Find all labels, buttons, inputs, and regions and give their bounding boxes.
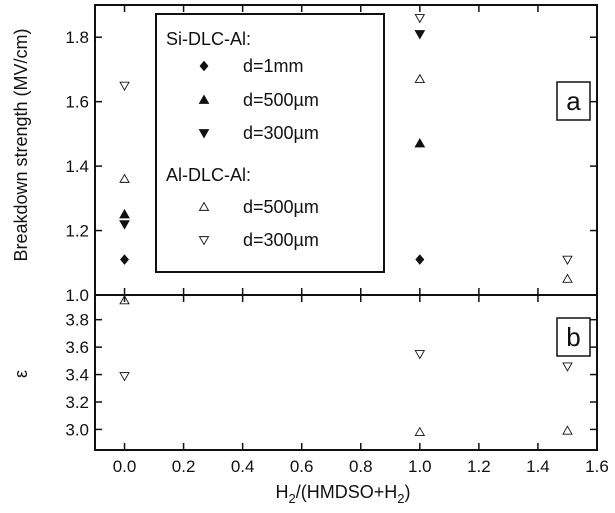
plot-layer: 1.0 1.2 1.4 1.6 1.8 3.0 3.2 3.4 3.6 3.8 0.0 0.2 0.4 0… xyxy=(65,4,609,476)
legend-group2-title: Al-DLC-Al: xyxy=(166,165,251,185)
x-tick-label: 0.6 xyxy=(290,457,314,476)
y-tick-label-a: 1.8 xyxy=(65,28,89,47)
y-tick-label-b: 3.6 xyxy=(65,338,89,357)
x-tick-label: 0.8 xyxy=(349,457,373,476)
legend-group1-title: Si-DLC-Al: xyxy=(166,29,251,49)
legend-frame xyxy=(155,13,385,273)
y-tick-label-b: 3.8 xyxy=(65,311,89,330)
x-axis-title-mid: /(HMDSO+H xyxy=(296,482,398,502)
panel-label-b: b xyxy=(556,317,591,357)
legend-marker-1 xyxy=(198,94,210,104)
data-point-b-1 xyxy=(119,372,130,382)
x-tick-label: 0.0 xyxy=(113,457,137,476)
data-point-a-4 xyxy=(562,255,573,265)
panel-label-a-box xyxy=(556,81,591,121)
panel-label-a-text: a xyxy=(566,86,581,116)
y-tick-label-a: 1.6 xyxy=(65,93,89,112)
data-point-a-2 xyxy=(119,220,130,230)
y-tick-label-b: 3.2 xyxy=(65,393,89,412)
legend-marker-3 xyxy=(198,201,210,211)
x-axis-title-end: ) xyxy=(404,482,410,502)
legend-marker-2 xyxy=(198,129,210,139)
x-axis-title-base: H xyxy=(276,482,289,502)
x-tick-label: 1.0 xyxy=(408,457,432,476)
legend-entry-2: d=300µm xyxy=(243,123,319,143)
data-point-a-2 xyxy=(414,30,426,40)
legend-marker-0 xyxy=(199,60,209,72)
panel-label-b-text: b xyxy=(566,322,580,352)
data-point-b-0 xyxy=(119,295,130,305)
x-tick-label: 0.4 xyxy=(231,457,255,476)
plot-frame-b xyxy=(94,294,598,451)
data-point-b-1 xyxy=(414,350,426,360)
data-point-a-3 xyxy=(119,173,130,183)
data-point-b-0 xyxy=(414,426,426,436)
legend-entries: d=1mm d=500µm d=300µm d=500µm d=300µm xyxy=(198,56,319,250)
panel-label-a: a xyxy=(556,81,591,121)
legend-marker-4 xyxy=(198,236,210,246)
data-point-a-0 xyxy=(415,254,425,265)
legend-entry-4: d=300µm xyxy=(243,230,319,250)
data-point-a-3 xyxy=(562,273,573,283)
data-point-a-1 xyxy=(414,138,426,148)
data-point-a-4 xyxy=(414,14,426,24)
data-point-a-1 xyxy=(119,208,130,219)
y-tick-label-a: 1.0 xyxy=(65,286,89,305)
x-tick-label: 1.6 xyxy=(585,457,609,476)
legend-entry-1: d=500µm xyxy=(243,90,319,110)
y-axis-title-top: Breakdown strength (MV/cm) xyxy=(11,28,31,261)
data-point-a-4 xyxy=(119,81,130,91)
data-point-b-1 xyxy=(562,362,573,372)
legend: Si-DLC-Al: Al-DLC-Al: d=1mm d=500µm d=300µ… xyxy=(155,13,385,273)
data-point-a-0 xyxy=(120,254,130,265)
y-tick-label-a: 1.2 xyxy=(65,222,89,241)
data-point-a-3 xyxy=(414,73,426,83)
x-axis-title: H2/(HMDSO+H2) xyxy=(276,482,411,506)
y-tick-label-a: 1.4 xyxy=(65,157,89,176)
y-tick-label-b: 3.4 xyxy=(65,366,89,385)
legend-entry-0: d=1mm xyxy=(243,56,304,76)
x-axis-title-sub2: 2 xyxy=(397,491,404,506)
x-axis-title-sub1: 2 xyxy=(289,491,296,506)
panel-label-b-box xyxy=(556,317,591,357)
x-tick-label: 1.2 xyxy=(467,457,491,476)
y-axis-title-bottom: ε xyxy=(11,370,31,378)
data-point-b-0 xyxy=(562,425,573,435)
legend-entry-3: d=500µm xyxy=(243,197,319,217)
x-tick-label: 0.2 xyxy=(172,457,196,476)
x-tick-label: 1.4 xyxy=(526,457,550,476)
y-tick-label-b: 3.0 xyxy=(65,420,89,439)
